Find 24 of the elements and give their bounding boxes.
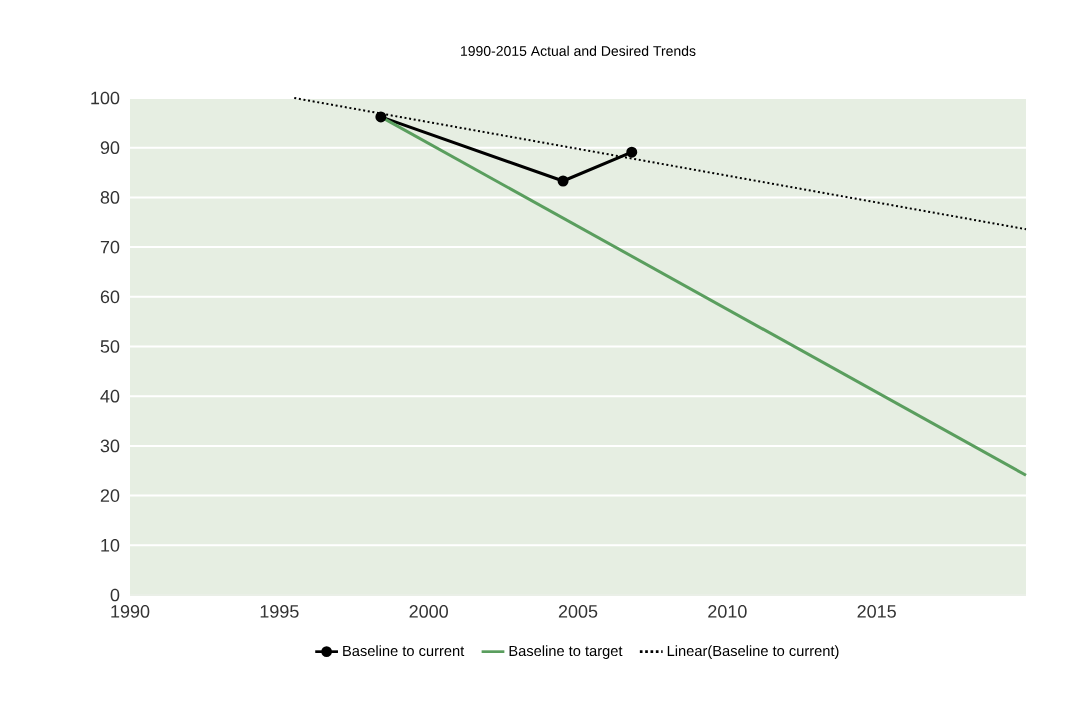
y-tick-label: 20 xyxy=(100,489,120,502)
y-tick-label: 100 xyxy=(91,91,120,105)
y-tick-label: 50 xyxy=(100,340,120,353)
y-tick-label: 30 xyxy=(100,439,120,453)
point xyxy=(626,146,638,158)
legend-label: Baseline to current xyxy=(343,645,465,657)
y-tick-label: 60 xyxy=(100,290,120,304)
point xyxy=(557,175,569,187)
y-tick-label: 40 xyxy=(100,389,120,403)
x-tick-label: 2005 xyxy=(558,605,598,618)
x-tick-label: 1995 xyxy=(260,605,299,618)
point xyxy=(375,111,387,123)
y-tick-label: 70 xyxy=(100,240,120,254)
x-tick-label: 1990 xyxy=(111,605,150,618)
legend-label: Linear(Baseline to current) xyxy=(667,645,839,659)
x-tick-label: 2000 xyxy=(409,605,448,618)
chart-title: 1990-2015 Actual and Desired Trends xyxy=(461,45,696,56)
y-tick-label: 10 xyxy=(101,538,120,552)
y-tick-label: 0 xyxy=(110,588,120,602)
x-tick-label: 2015 xyxy=(857,605,896,618)
x-tick-label: 2010 xyxy=(708,605,747,618)
y-tick-label: 80 xyxy=(100,191,120,204)
legend-label: Baseline to target xyxy=(509,645,623,659)
y-tick-label: 90 xyxy=(100,141,120,155)
